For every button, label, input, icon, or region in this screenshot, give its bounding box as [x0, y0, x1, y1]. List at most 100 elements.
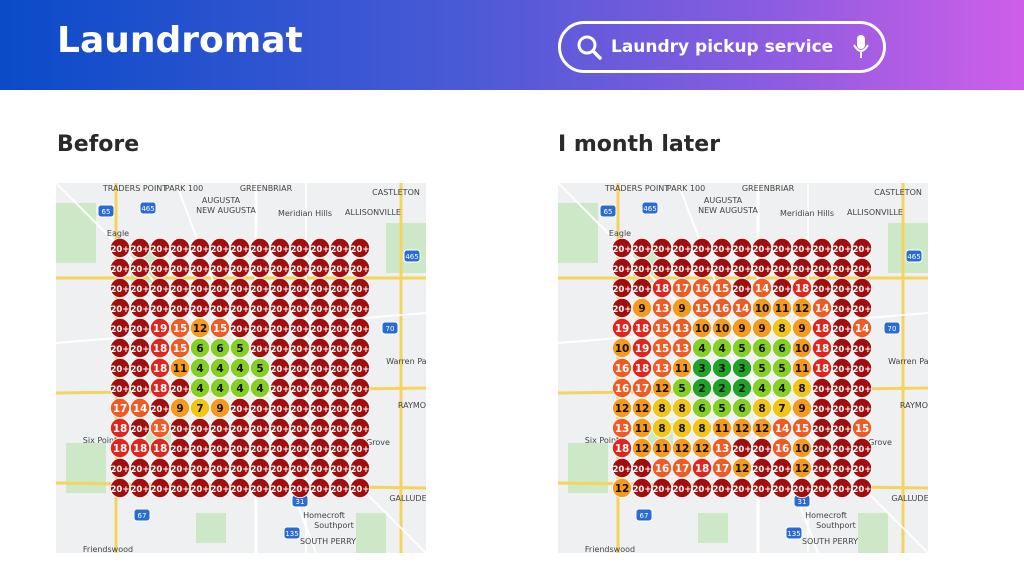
rank-circle [632, 278, 653, 299]
mic-icon[interactable] [851, 33, 871, 63]
rank-label: 20+ [191, 445, 210, 455]
rank-circle [811, 298, 832, 319]
rank-circle [229, 397, 250, 418]
rank-circle [851, 457, 872, 478]
rank-pin: 20+ [110, 337, 131, 358]
rank-circle [170, 317, 191, 338]
rank-circle [289, 317, 310, 338]
rank-circle [189, 397, 210, 418]
map-label: Grove [366, 438, 390, 447]
rank-circle [612, 377, 633, 398]
rank-circle [249, 258, 270, 279]
rank-circle [831, 258, 852, 279]
rank-label: 12 [615, 403, 630, 415]
rank-circle [150, 457, 171, 478]
rank-label: 20+ [813, 245, 832, 255]
rank-circle [130, 298, 151, 319]
rank-pin: 20+ [130, 377, 151, 398]
rank-label: 20+ [311, 345, 330, 355]
rank-circle [811, 357, 832, 378]
rank-pin: 20+ [289, 258, 310, 279]
rank-label: 20+ [853, 345, 872, 355]
rank-label: 4 [236, 363, 243, 375]
rank-pin: 20+ [851, 397, 872, 418]
rank-label: 20+ [211, 445, 230, 455]
rank-pin: 8 [652, 397, 673, 418]
rank-label: 20+ [633, 265, 652, 275]
rank-pin: 20+ [731, 437, 752, 458]
rank-pin: 5 [771, 357, 792, 378]
rank-label: 20+ [171, 425, 190, 435]
rank-circle [652, 377, 673, 398]
rank-circle [632, 377, 653, 398]
rank-pin: 20+ [309, 337, 330, 358]
rank-label: 20+ [633, 245, 652, 255]
rank-circle [130, 437, 151, 458]
rank-circle [851, 397, 872, 418]
rank-pin: 12 [731, 417, 752, 438]
rank-circle [269, 397, 290, 418]
rank-pin: 17 [632, 377, 653, 398]
rank-circle [851, 417, 872, 438]
rank-label: 20+ [653, 265, 672, 275]
rank-circle [150, 477, 171, 498]
rank-label: 20+ [151, 265, 170, 275]
rank-label: 20+ [833, 285, 852, 295]
rank-circle [150, 238, 171, 259]
rank-label: 20+ [111, 325, 130, 335]
rank-circle [791, 417, 812, 438]
rank-label: 18 [113, 423, 128, 435]
rank-label: 11 [795, 363, 810, 375]
rank-pin: 2 [731, 377, 752, 398]
rank-label: 20+ [853, 385, 872, 395]
rank-circle [329, 417, 350, 438]
rank-pin: 18 [150, 377, 171, 398]
rank-label: 20+ [131, 305, 150, 315]
rank-pin: 4 [189, 377, 210, 398]
rank-pin: 14 [130, 397, 151, 418]
rank-label: 4 [216, 383, 223, 395]
rank-circle [652, 278, 673, 299]
rank-pin: 20+ [269, 278, 290, 299]
rank-pin: 20+ [632, 477, 653, 498]
rank-circle [189, 238, 210, 259]
rank-circle [289, 278, 310, 299]
rank-circle [110, 298, 131, 319]
rank-circle [731, 397, 752, 418]
rank-circle [309, 357, 330, 378]
rank-circle [349, 258, 370, 279]
rank-label: 20+ [833, 385, 852, 395]
rank-circle [632, 298, 653, 319]
rank-label: 18 [153, 343, 168, 355]
rank-pin: 20+ [309, 437, 330, 458]
search-box[interactable]: Laundry pickup service [558, 21, 886, 73]
rank-pin: 13 [652, 357, 673, 378]
rank-circle [731, 457, 752, 478]
rank-label: 10 [795, 443, 810, 455]
rank-label: 20+ [231, 425, 250, 435]
rank-circle [189, 357, 210, 378]
rank-circle [349, 337, 370, 358]
rank-pin: 20+ [811, 258, 832, 279]
rank-circle [309, 457, 330, 478]
rank-pin: 20+ [349, 238, 370, 259]
rank-circle [269, 437, 290, 458]
rank-circle [791, 258, 812, 279]
rank-circle [751, 437, 772, 458]
rank-label: 13 [655, 363, 670, 375]
rank-label: 12 [755, 423, 770, 435]
rank-label: 20+ [111, 485, 130, 495]
rank-label: 20+ [853, 485, 872, 495]
rank-label: 20+ [111, 245, 130, 255]
rank-circle [691, 377, 712, 398]
rank-circle [209, 437, 230, 458]
rank-circle [731, 437, 752, 458]
rank-circle [652, 477, 673, 498]
park [858, 513, 888, 553]
rank-label: 20+ [853, 405, 872, 415]
rank-label: 20+ [773, 265, 792, 275]
rank-circle [791, 357, 812, 378]
rank-circle [612, 397, 633, 418]
rank-label: 20+ [191, 485, 210, 495]
